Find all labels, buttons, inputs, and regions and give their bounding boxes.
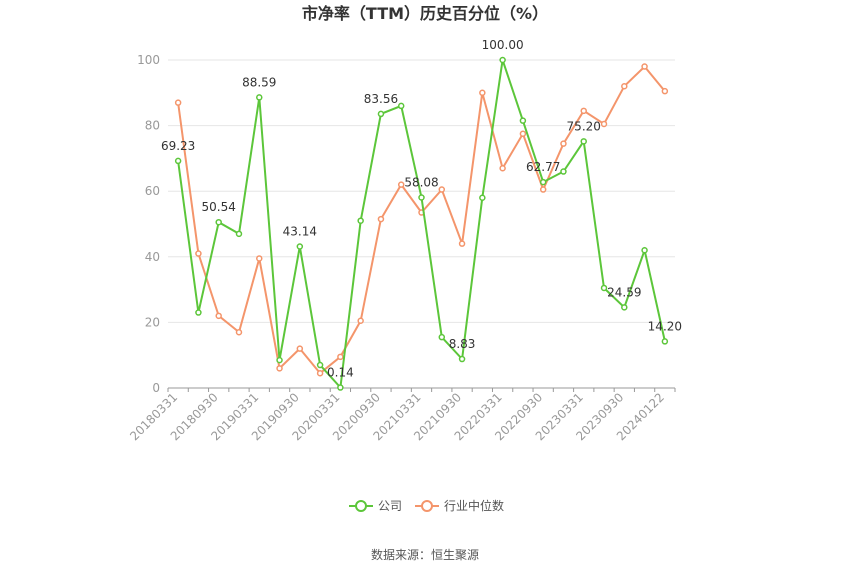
data-point[interactable] [661,87,669,95]
data-label: 8.83 [449,337,476,351]
data-point[interactable] [316,369,324,377]
data-point[interactable] [458,355,466,363]
data-point[interactable] [641,246,648,254]
data-point[interactable] [377,215,385,223]
data-point[interactable] [519,117,527,124]
data-label: 58.08 [404,175,438,189]
data-point[interactable] [580,138,587,145]
data-label: 88.59 [242,75,276,89]
series-company [174,56,669,391]
data-point[interactable] [174,99,182,106]
series-line [177,59,666,390]
legend-label: 公司 [378,499,402,513]
data-point[interactable] [215,218,222,226]
data-point[interactable] [580,107,587,115]
series-industry-median [174,63,669,377]
chart-title: 市净率（TTM）历史百分位（%） [302,4,548,23]
data-point[interactable] [256,255,263,262]
data-point[interactable] [600,284,608,292]
data-point[interactable] [195,250,202,257]
data-point[interactable] [215,312,222,320]
y-tick-label: 20 [145,315,160,329]
data-point[interactable] [539,186,547,193]
data-point[interactable] [418,194,425,201]
data-point[interactable] [256,94,263,101]
y-axis-ticks: 0 20 40 60 80 100 [137,53,160,395]
data-point[interactable] [195,309,202,316]
data-point[interactable] [357,317,364,325]
data-point[interactable] [499,56,506,64]
data-point[interactable] [560,140,567,147]
legend-marker [421,500,433,512]
source-text: 数据来源：恒生聚源 [371,547,479,562]
data-point[interactable] [539,178,547,186]
data-point[interactable] [621,82,628,90]
data-point[interactable] [174,157,182,165]
data-label: 0.14 [327,366,354,380]
grid-lines [168,59,675,323]
data-point[interactable] [397,102,405,110]
data-point[interactable] [296,345,304,352]
legend-marker [355,500,367,512]
data-label: 75.20 [567,119,601,133]
legend-label: 行业中位数 [444,498,504,513]
data-point[interactable] [600,120,608,128]
series-line [177,65,666,375]
legend-item-company[interactable]: 公司 [349,499,402,513]
data-point[interactable] [357,217,364,224]
data-point[interactable] [438,333,446,341]
data-point[interactable] [438,186,446,193]
data-point[interactable] [337,353,344,361]
data-point[interactable] [377,110,385,118]
data-point[interactable] [560,168,567,175]
y-tick-label: 40 [145,250,160,264]
y-tick-label: 100 [137,53,160,67]
data-point[interactable] [661,338,669,345]
data-label: 50.54 [202,200,236,214]
data-point[interactable] [479,89,486,97]
data-label: 62.77 [526,160,560,174]
data-label: 83.56 [364,92,398,106]
data-point[interactable] [397,181,405,188]
data-point[interactable] [276,365,283,372]
data-point[interactable] [499,164,506,172]
data-point[interactable] [641,63,648,70]
data-point[interactable] [235,230,243,238]
y-tick-label: 80 [145,119,160,133]
series-layer [174,56,669,391]
data-point[interactable] [337,384,344,391]
data-label: 69.23 [161,139,195,153]
data-point[interactable] [621,304,628,311]
legend[interactable]: 公司 行业中位数 [349,498,504,513]
data-point[interactable] [316,361,324,369]
data-label: 100.00 [482,38,524,52]
y-tick-label: 60 [145,184,160,198]
data-label: 43.14 [283,225,317,239]
data-point[interactable] [458,240,466,247]
legend-item-industry-median[interactable]: 行业中位数 [415,498,504,513]
data-point[interactable] [276,356,283,364]
y-tick-label: 0 [152,381,160,395]
x-axis: 2018033120180930201903312019093020200331… [127,387,676,443]
data-point[interactable] [235,328,243,336]
data-point[interactable] [296,243,304,250]
data-label: 14.20 [648,319,682,333]
data-point[interactable] [479,194,486,202]
data-point[interactable] [519,130,527,138]
data-labels: 69.23 50.54 88.59 43.14 0.14 83.56 58.08 8.83 10… [161,38,682,380]
data-label: 24.59 [607,285,641,299]
